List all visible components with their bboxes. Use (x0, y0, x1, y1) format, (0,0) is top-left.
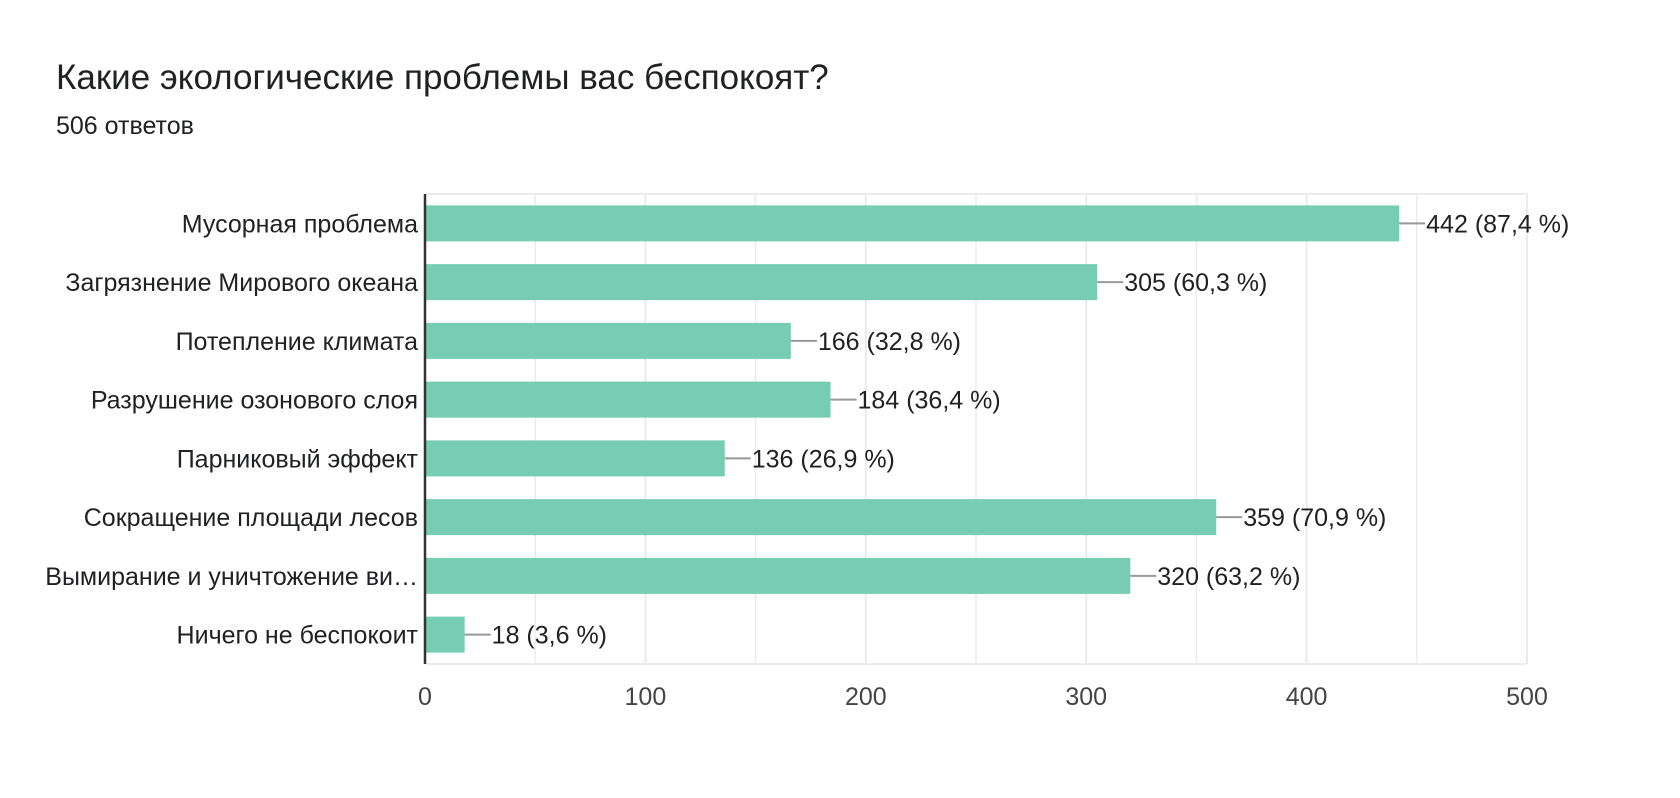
category-label: Загрязнение Мирового океана (65, 269, 418, 297)
bar (425, 381, 831, 418)
bar (425, 264, 1098, 301)
bar (425, 499, 1217, 536)
x-tick-label: 300 (1065, 683, 1107, 711)
bar (425, 557, 1131, 594)
value-label: 359 (70,9 %) (1243, 504, 1386, 532)
bar (425, 440, 725, 477)
value-label: 166 (32,8 %) (818, 328, 961, 356)
category-label: Разрушение озонового слоя (91, 387, 418, 415)
x-tick-label: 400 (1286, 683, 1328, 711)
value-label: 305 (60,3 %) (1124, 269, 1267, 297)
value-label: 18 (3,6 %) (492, 622, 607, 650)
x-tick-label: 500 (1506, 683, 1548, 711)
bar (425, 205, 1400, 242)
category-label: Ничего не беспокоит (177, 622, 419, 650)
x-tick-label: 100 (625, 683, 667, 711)
bar (425, 322, 791, 359)
x-tick-label: 200 (845, 683, 887, 711)
category-label: Вымирание и уничтожение ви… (45, 563, 418, 591)
category-label: Парниковый эффект (177, 445, 419, 473)
category-label: Потепление климата (176, 328, 419, 356)
value-label: 442 (87,4 %) (1426, 210, 1569, 238)
value-label: 320 (63,2 %) (1157, 563, 1300, 591)
category-label: Сокращение площади лесов (84, 504, 418, 532)
value-label: 136 (26,9 %) (752, 445, 895, 473)
x-tick-label: 0 (418, 683, 432, 711)
category-label: Мусорная проблема (182, 210, 418, 238)
response-count: 506 ответов (56, 112, 194, 140)
chart-title: Какие экологические проблемы вас беспоко… (56, 58, 829, 97)
bar (425, 616, 465, 653)
value-label: 184 (36,4 %) (858, 387, 1001, 415)
